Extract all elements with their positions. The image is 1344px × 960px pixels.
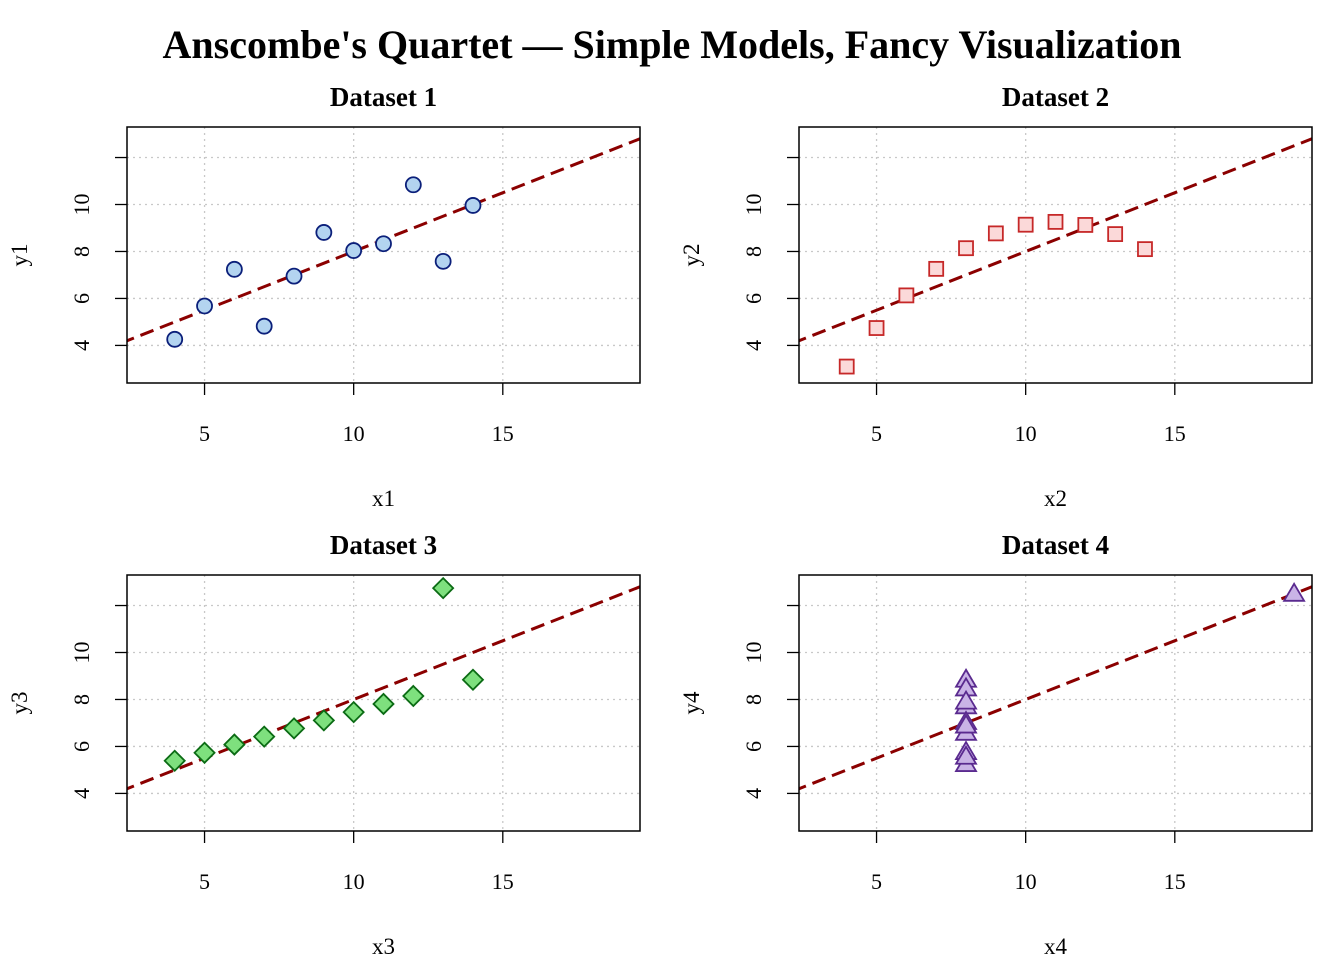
data-point-square bbox=[928, 260, 945, 277]
panel-title: Dataset 1 bbox=[330, 82, 437, 112]
y-tick-label: 10 bbox=[69, 194, 94, 216]
data-point-circle bbox=[464, 197, 482, 214]
scatter-panels: Dataset 1 5 10 15 4 6 8 10 x1 y1 Dataset 2 5 10 15 4 6 8… bbox=[7, 82, 1313, 959]
plot-frame bbox=[126, 574, 641, 832]
data-point-circle bbox=[285, 267, 303, 285]
x-tick-label: 10 bbox=[1015, 869, 1037, 894]
panel-dataset-4: Dataset 4 5 10 15 4 6 8 10 x4 y4 bbox=[679, 530, 1313, 959]
y-tick-label: 8 bbox=[69, 246, 94, 257]
y-tick-label: 10 bbox=[69, 642, 94, 664]
data-point-diamond bbox=[402, 684, 425, 708]
data-point-diamond bbox=[461, 668, 485, 692]
y-tick-label: 8 bbox=[741, 694, 766, 705]
data-point-square bbox=[1077, 217, 1094, 233]
x-axis-label: x4 bbox=[1044, 934, 1068, 959]
data-point-diamond bbox=[282, 717, 306, 740]
data-point-triangle bbox=[954, 713, 978, 734]
x-axis-label: x1 bbox=[372, 486, 395, 511]
data-point-diamond bbox=[312, 709, 336, 732]
y-tick-label: 10 bbox=[741, 194, 766, 216]
data-point-diamond bbox=[193, 741, 216, 765]
y-axis-label: y4 bbox=[679, 691, 704, 715]
x-tick-label: 5 bbox=[199, 869, 210, 894]
data-point-square bbox=[1017, 216, 1034, 233]
x-tick-label: 15 bbox=[492, 869, 514, 894]
x-tick-label: 15 bbox=[492, 421, 514, 446]
data-point-circle bbox=[434, 252, 452, 270]
data-point-circle bbox=[166, 330, 184, 348]
x-tick-label: 5 bbox=[871, 421, 882, 446]
data-point-triangle bbox=[1282, 582, 1306, 602]
data-point-diamond bbox=[342, 700, 365, 724]
regression-fit-line bbox=[127, 585, 640, 791]
x-tick-label: 10 bbox=[1015, 421, 1037, 446]
y-tick-label: 4 bbox=[741, 788, 766, 799]
data-point-square bbox=[868, 320, 885, 336]
y-tick-label: 4 bbox=[69, 788, 94, 799]
regression-fit-line bbox=[799, 137, 1312, 343]
plot-frame bbox=[126, 126, 641, 384]
panel-dataset-3: Dataset 3 5 10 15 4 6 8 10 x3 y3 bbox=[7, 530, 641, 959]
plot-frame bbox=[798, 574, 1313, 832]
x-tick-label: 15 bbox=[1164, 421, 1186, 446]
data-point-diamond bbox=[372, 692, 395, 716]
x-axis-label: x3 bbox=[372, 934, 395, 959]
y-tick-label: 4 bbox=[69, 340, 94, 351]
data-point-circle bbox=[404, 176, 422, 194]
data-point-square bbox=[1107, 226, 1124, 242]
data-point-circle bbox=[255, 317, 273, 335]
data-point-diamond bbox=[223, 733, 246, 756]
data-point-diamond bbox=[163, 749, 186, 773]
data-point-square bbox=[898, 287, 915, 304]
y-tick-label: 6 bbox=[741, 293, 766, 304]
panel-dataset-1: Dataset 1 5 10 15 4 6 8 10 x1 y1 bbox=[7, 82, 641, 511]
y-axis-label: y3 bbox=[7, 692, 32, 715]
data-point-square bbox=[838, 358, 855, 375]
y-tick-label: 6 bbox=[69, 741, 94, 752]
plot-frame bbox=[798, 126, 1313, 384]
data-point-circle bbox=[196, 297, 213, 315]
data-point-circle bbox=[315, 224, 333, 241]
y-tick-label: 8 bbox=[69, 694, 94, 705]
data-point-square bbox=[958, 240, 974, 257]
y-tick-label: 10 bbox=[741, 642, 766, 664]
data-point-triangle bbox=[954, 745, 978, 765]
x-tick-label: 10 bbox=[343, 869, 365, 894]
data-point-circle bbox=[345, 242, 363, 259]
panel-title: Dataset 2 bbox=[1002, 82, 1109, 112]
y-axis-label: y1 bbox=[7, 244, 32, 267]
data-point-square bbox=[1047, 213, 1064, 230]
y-tick-label: 8 bbox=[741, 246, 766, 257]
figure-title: Anscombe's Quartet — Simple Models, Fanc… bbox=[163, 22, 1182, 67]
x-tick-label: 5 bbox=[871, 869, 882, 894]
data-point-square bbox=[1137, 241, 1153, 258]
x-tick-label: 5 bbox=[199, 421, 210, 446]
y-tick-label: 4 bbox=[741, 340, 766, 351]
x-tick-label: 15 bbox=[1164, 869, 1186, 894]
y-axis-label: y2 bbox=[679, 244, 704, 267]
data-point-circle bbox=[375, 235, 392, 253]
data-point-square bbox=[987, 225, 1004, 242]
y-tick-label: 6 bbox=[741, 741, 766, 752]
x-tick-label: 10 bbox=[343, 421, 365, 446]
y-tick-label: 6 bbox=[69, 293, 94, 304]
data-point-diamond bbox=[431, 576, 455, 600]
panel-title: Dataset 3 bbox=[330, 530, 437, 560]
data-point-triangle bbox=[954, 689, 978, 710]
data-point-diamond bbox=[252, 725, 276, 748]
panel-title: Dataset 4 bbox=[1002, 530, 1109, 560]
regression-fit-line bbox=[799, 585, 1312, 791]
x-axis-label: x2 bbox=[1044, 486, 1067, 511]
panel-dataset-2: Dataset 2 5 10 15 4 6 8 10 x2 y2 bbox=[679, 82, 1313, 511]
data-point-circle bbox=[225, 260, 243, 278]
